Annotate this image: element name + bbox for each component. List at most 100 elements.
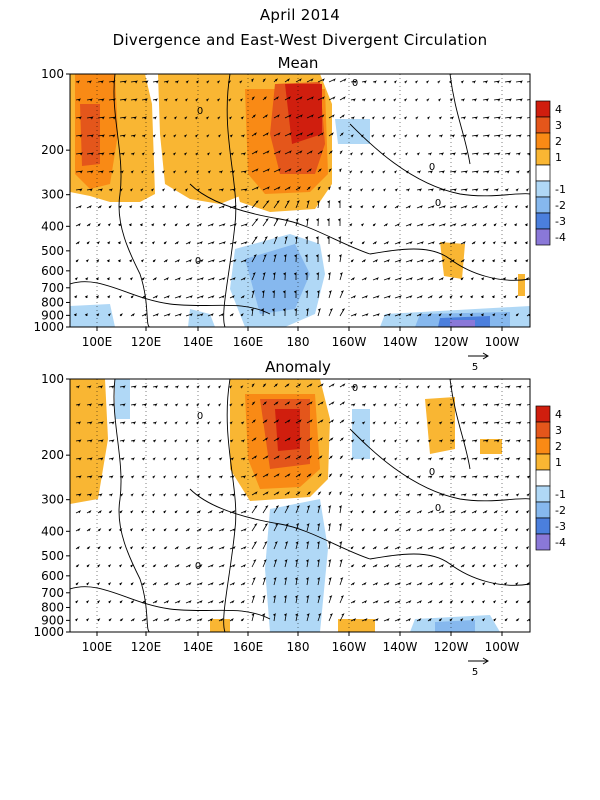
colorbar-cell [535,421,551,439]
wind-vector-head [241,134,245,138]
wind-vector-head [408,313,412,317]
wind-vector-head [229,385,233,389]
wind-vector-head [483,528,487,532]
wind-vector-head [263,254,267,258]
wind-vector-head [118,223,122,227]
wind-vector-head [429,475,433,479]
wind-vector-head [106,277,110,281]
wind-vector-head [218,403,222,407]
wind-vector-head [151,152,155,156]
wind-vector-head [254,505,258,509]
wind-vector-head [361,510,365,514]
wind-vector-head [243,475,247,479]
wind-vector-head [206,134,210,138]
wind-vector-head [77,403,81,407]
wind-vector-head [219,170,223,174]
wind-vector-head [88,80,92,84]
wind-vector-head [438,116,442,120]
wind-vector-head [516,170,520,174]
wind-vector-head [133,116,137,120]
wind-vector-head [239,98,244,102]
y-tick-label: 900 [41,308,64,322]
shaded-region [115,379,130,419]
wind-vector-head [130,170,134,174]
wind-vector-head [451,564,455,568]
wind-vector-head [496,385,500,389]
wind-vector-head [351,116,355,120]
wind-vector-head [172,170,176,174]
wind-vector-head [387,313,391,317]
wind-vector-head [318,613,322,617]
wind-vector-head [351,582,355,586]
wind-vector-head [382,188,387,192]
wind-vector-head [287,419,291,423]
wind-vector-head [407,205,412,209]
wind-vector-head [352,98,356,102]
wind-vector-head [352,600,356,604]
wind-vector-head [155,313,159,317]
y-tick-label: 100 [41,67,64,81]
wind-vector-head [361,528,365,532]
wind-vector-head [210,313,214,317]
wind-vector-head [210,528,214,532]
vector-field [75,383,530,622]
wind-vector-head [174,421,178,425]
wind-vector-head [353,80,357,84]
wind-vector-head [448,80,453,84]
wind-vector-head [286,491,291,495]
wind-vector-head [188,259,192,263]
wind-vector-head [89,98,93,102]
y-tick-label: 800 [41,600,64,614]
wind-vector-head [305,308,310,312]
wind-vector-head [282,290,286,294]
wind-vector-head [255,186,259,190]
wind-vector-head [481,259,485,263]
wind-vector-head [482,618,486,622]
wind-vector-head [294,236,298,240]
wind-vector-head [142,439,146,443]
wind-vector-head [199,564,203,568]
wind-vector-head [339,559,343,563]
wind-vector-head [218,421,222,425]
wind-vector-head [263,383,267,387]
x-tick-label: 120W [434,335,469,349]
wind-vector-head [209,510,213,514]
wind-vector-head [295,613,299,617]
wind-vector-head [111,439,115,443]
contour-label: 0 [195,561,201,572]
wind-vector-head [176,564,180,568]
shaded-region [480,439,502,454]
figure-title: April 2014 [259,6,341,24]
wind-vector-head [480,295,484,299]
wind-vector-head [227,80,231,84]
wind-vector-head [464,170,468,174]
wind-vector-head [185,457,189,461]
wind-vector-head [185,80,189,84]
wind-vector-head [153,116,157,120]
wind-vector-head [211,295,215,299]
wind-vector-head [141,493,145,497]
wind-vector-head [188,600,192,604]
wind-vector-head [321,114,325,118]
wind-vector-head [383,403,387,407]
wind-vector-head [199,241,203,245]
wind-vector-head [129,277,134,281]
wind-vector-head [361,493,365,497]
wind-vector-head [264,523,269,527]
wind-vector-head [273,595,277,599]
wind-vector-head [440,152,445,156]
wind-vector-head [338,254,343,258]
wind-vector-head [464,205,468,209]
wind-vector-head [496,403,500,407]
wind-vector-head [89,475,93,479]
wind-vector-head [449,295,453,299]
wind-vector-head [96,241,100,245]
wind-vector-head [328,559,332,563]
wind-vector-head [118,295,123,299]
wind-vector-head [482,600,486,604]
wind-vector-head [385,546,389,550]
shaded-region [188,309,215,327]
colorbar-label: -4 [555,231,566,244]
wind-vector-head [360,223,365,227]
